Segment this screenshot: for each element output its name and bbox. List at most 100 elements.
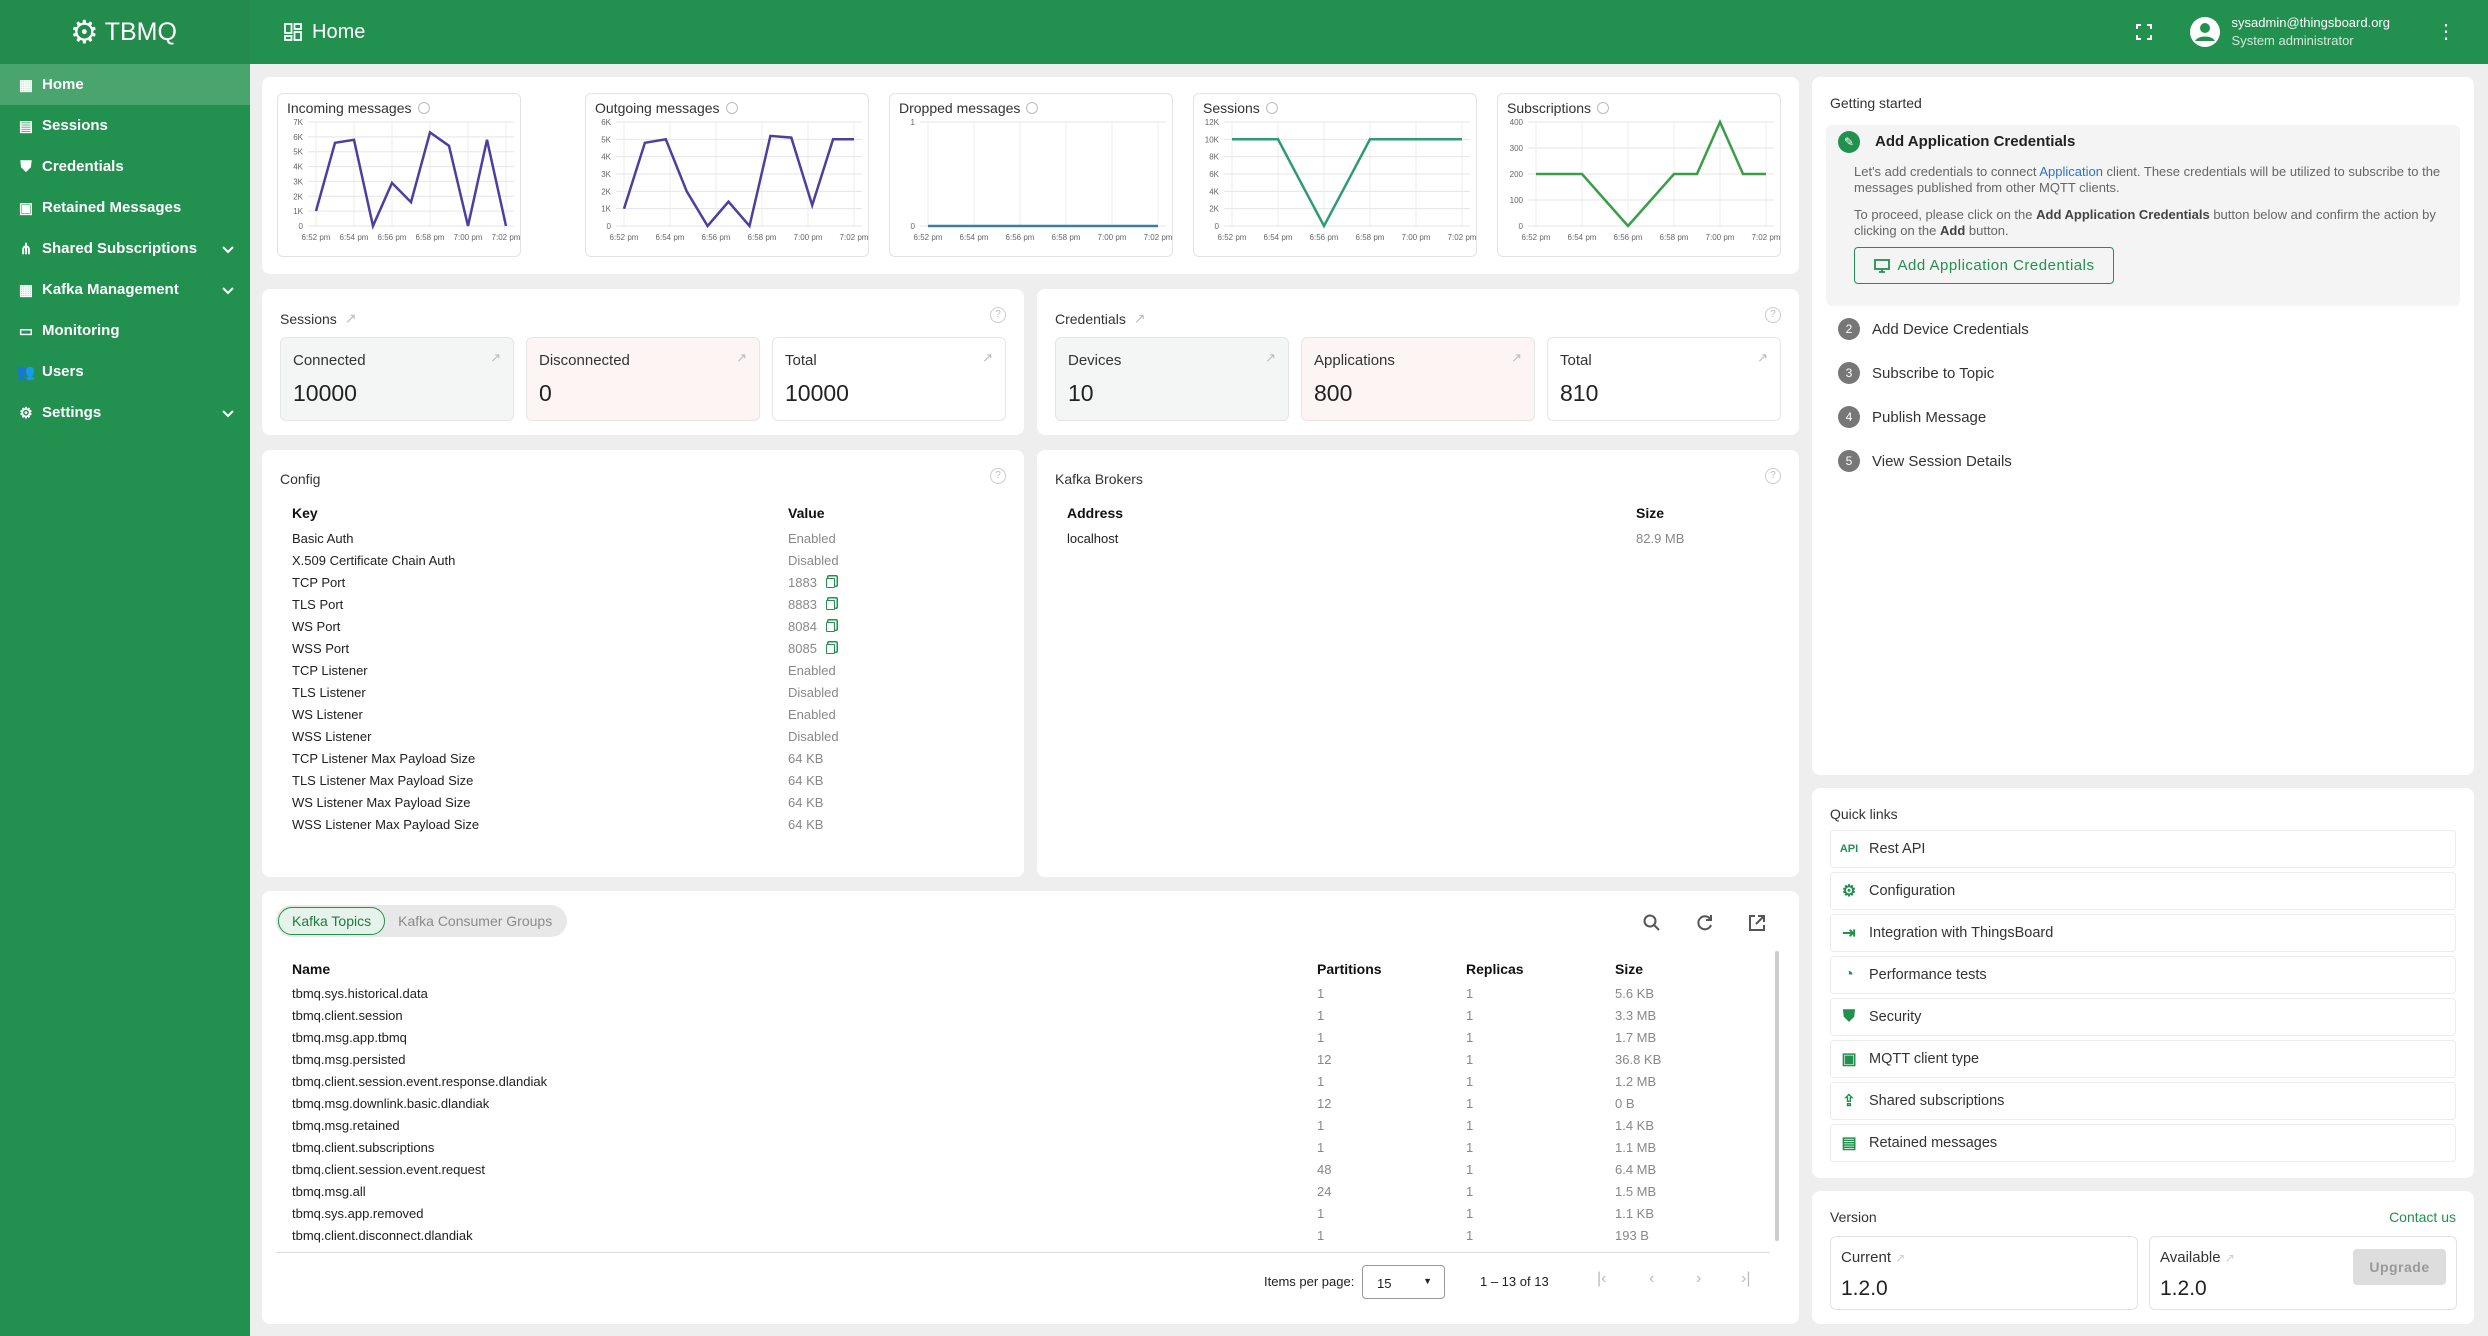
stat-label: Total <box>785 352 817 369</box>
topics-partitions-header[interactable]: Partitions <box>1317 961 1382 977</box>
last-page-icon[interactable]: ›| <box>1741 1270 1751 1287</box>
info-icon[interactable] <box>1597 102 1610 114</box>
open-in-new-icon: ↗ <box>344 310 357 326</box>
active-step-label[interactable]: Add Application Credentials <box>1875 133 2076 150</box>
sidebar-item-monitoring[interactable]: ▭ Monitoring <box>0 310 250 351</box>
current-version-box: Current ↗ 1.2.0 <box>1830 1236 2138 1310</box>
sessions-card-title[interactable]: Sessions ↗ <box>280 310 357 327</box>
sidebar-item-sessions[interactable]: ▤ Sessions <box>0 105 250 146</box>
refresh-icon[interactable] <box>1693 911 1717 935</box>
quick-link-shared-subscriptions[interactable]: ⇪ Shared subscriptions <box>1830 1082 2456 1120</box>
quick-link-configuration[interactable]: ⚙ Configuration <box>1830 872 2456 910</box>
instr-text: button below and confirm the action by c… <box>1854 207 2436 238</box>
step-publish-message[interactable]: 4 Publish Message <box>1838 406 1986 428</box>
application-link[interactable]: Application <box>2039 164 2103 179</box>
step-add-device-credentials[interactable]: 2 Add Device Credentials <box>1838 318 2029 340</box>
y-tick-label: 1K <box>601 205 611 214</box>
copy-icon[interactable] <box>825 578 835 588</box>
quick-link-mqtt-client-type[interactable]: ▣ MQTT client type <box>1830 1040 2456 1078</box>
y-tick-label: 8K <box>1209 153 1219 162</box>
quick-link-label: MQTT client type <box>1869 1051 1980 1067</box>
x-tick-label: 6:54 pm <box>1568 233 1597 242</box>
scrollbar[interactable] <box>1775 951 1779 1241</box>
config-value: 64 KB <box>788 817 823 832</box>
api-icon: API <box>1839 843 1859 855</box>
quick-link-retained-messages[interactable]: ▤ Retained messages <box>1830 1124 2456 1162</box>
page-size-select[interactable]: 15 ▼ <box>1362 1265 1445 1299</box>
open-in-new-icon: ↗ <box>1895 1251 1906 1265</box>
first-page-icon[interactable]: |‹ <box>1597 1270 1607 1287</box>
y-tick-label: 100 <box>1510 196 1524 205</box>
quick-link-integration-with-thingsboard[interactable]: ⇥ Integration with ThingsBoard <box>1830 914 2456 952</box>
chevron-down-icon <box>222 282 234 299</box>
upgrade-button[interactable]: Upgrade <box>2353 1249 2446 1285</box>
topic-replicas: 1 <box>1466 1052 1474 1067</box>
topics-replicas-header[interactable]: Replicas <box>1466 961 1524 977</box>
info-icon[interactable] <box>417 102 430 114</box>
avatar[interactable] <box>2189 17 2220 47</box>
contact-us-link[interactable]: Contact us <box>2389 1209 2456 1225</box>
stat-applications[interactable]: Applications 800 ↗ <box>1301 337 1535 421</box>
sidebar-item-home[interactable]: ▦ Home <box>0 64 250 105</box>
help-icon[interactable]: ? <box>990 468 1006 484</box>
stat-disconnected[interactable]: Disconnected 0 ↗ <box>526 337 760 421</box>
sidebar-item-label: Shared Subscriptions <box>42 240 198 257</box>
open-in-new-icon: ↗ <box>982 350 993 365</box>
sidebar-item-credentials[interactable]: ⛊ Credentials <box>0 146 250 187</box>
help-icon[interactable]: ? <box>1765 468 1781 484</box>
more-vert-icon[interactable]: ⋮ <box>2436 21 2456 43</box>
topic-name: tbmq.client.session.event.response.dland… <box>292 1074 548 1089</box>
step-subscribe-to-topic[interactable]: 3 Subscribe to Topic <box>1838 362 1994 384</box>
quick-link-rest-api[interactable]: API Rest API <box>1830 830 2456 868</box>
info-icon[interactable] <box>1265 102 1278 114</box>
search-icon[interactable] <box>1640 911 1664 935</box>
stat-devices[interactable]: Devices 10 ↗ <box>1055 337 1289 421</box>
y-tick-label: 5K <box>601 135 611 144</box>
quick-link-security[interactable]: ⛊ Security <box>1830 998 2456 1036</box>
topics-size-header[interactable]: Size <box>1615 961 1644 977</box>
stat-connected[interactable]: Connected 10000 ↗ <box>280 337 514 421</box>
sessions-title-text: Sessions <box>280 310 337 327</box>
dropdown-arrow-icon: ▼ <box>1423 1276 1432 1286</box>
next-page-icon[interactable]: › <box>1696 1270 1702 1287</box>
copy-icon[interactable] <box>825 600 835 610</box>
chart-title-text: Incoming messages <box>287 100 412 116</box>
help-icon[interactable]: ? <box>1765 307 1781 323</box>
info-icon[interactable] <box>725 102 738 114</box>
topic-size: 1.7 MB <box>1615 1030 1657 1045</box>
tbmq-logo-icon: ⚙ <box>70 14 99 50</box>
copy-icon[interactable] <box>825 622 835 632</box>
broker-size: 82.9 MB <box>1636 531 1685 546</box>
stat-total[interactable]: Total 810 ↗ <box>1547 337 1781 421</box>
config-key: WSS Port <box>292 641 350 656</box>
tab-kafka-topics[interactable]: Kafka Topics <box>278 907 386 935</box>
tab-kafka-consumer-groups[interactable]: Kafka Consumer Groups <box>398 913 553 929</box>
config-value: 64 KB <box>788 751 823 766</box>
open-in-new-icon[interactable] <box>1745 911 1769 935</box>
app-logo[interactable]: ⚙ TBMQ <box>0 0 250 64</box>
credentials-card-title[interactable]: Credentials ↗ <box>1055 310 1146 327</box>
quick-link-performance-tests[interactable]: ◔ Performance tests <box>1830 956 2456 994</box>
instr-bold: Add Application Credentials <box>2036 207 2210 222</box>
help-icon[interactable]: ? <box>990 307 1006 323</box>
info-icon[interactable] <box>1026 102 1039 114</box>
open-in-new-icon: ↗ <box>1265 350 1276 365</box>
copy-icon[interactable] <box>825 644 835 654</box>
stat-total[interactable]: Total 10000 ↗ <box>772 337 1006 421</box>
step-view-session-details[interactable]: 5 View Session Details <box>1838 450 2012 472</box>
prev-page-icon[interactable]: ‹ <box>1649 1270 1655 1287</box>
sidebar-item-settings[interactable]: ⚙ Settings <box>0 392 250 433</box>
config-key: WS Listener Max Payload Size <box>292 795 471 810</box>
sidebar-item-users[interactable]: 👥 Users <box>0 351 250 392</box>
broker-address-header: Address <box>1067 505 1124 521</box>
add-application-credentials-button[interactable]: Add Application Credentials <box>1854 247 2114 284</box>
user-info[interactable]: sysadmin@thingsboard.org System administ… <box>2232 14 2390 50</box>
sidebar-item-kafka-management[interactable]: ▦ Kafka Management <box>0 269 250 310</box>
sidebar-item-retained-messages[interactable]: ▣ Retained Messages <box>0 187 250 228</box>
topics-name-header[interactable]: Name <box>292 961 331 977</box>
chart-outgoing-messages: Outgoing messages 6K 5K 4K 3K 2K 1K 0 6:52 pm 6:5… <box>585 93 869 257</box>
fullscreen-icon[interactable] <box>2135 24 2152 40</box>
y-tick-label: 4K <box>601 153 611 162</box>
sidebar-item-shared-subscriptions[interactable]: ⋔ Shared Subscriptions <box>0 228 250 269</box>
y-tick-label: 2K <box>293 192 303 201</box>
